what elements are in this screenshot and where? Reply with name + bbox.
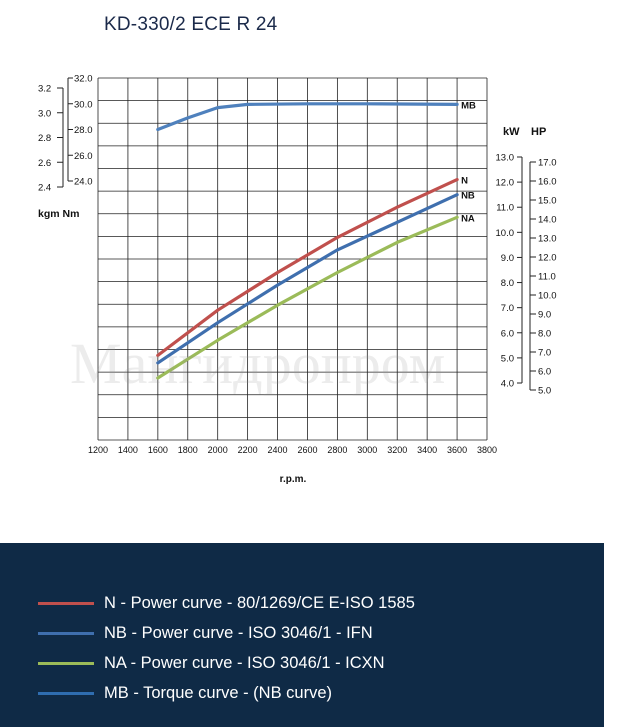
series-line-mb	[156, 102, 459, 132]
nm-tick-label: 26.0	[74, 151, 93, 162]
kw-axis-label: kW	[503, 126, 520, 138]
legend-item: N - Power curve - 80/1269/CE E-ISO 1585	[38, 592, 415, 614]
hp-tick-label: 6.0	[538, 367, 551, 378]
x-tick-label: 1800	[178, 445, 198, 455]
legend-panel: N - Power curve - 80/1269/CE E-ISO 1585 N…	[0, 543, 604, 727]
kw-tick-label: 12.0	[496, 178, 515, 189]
hp-tick-label: 11.0	[538, 272, 556, 283]
x-tick-label: 3200	[387, 445, 407, 455]
series-line-n	[156, 178, 459, 357]
x-axis-label: r.p.m.	[280, 474, 307, 485]
hp-tick-label: 14.0	[538, 215, 557, 226]
x-tick-label: 3400	[417, 445, 437, 455]
x-tick-label: 1600	[148, 445, 168, 455]
legend-item: NB - Power curve - ISO 3046/1 - IFN	[38, 622, 373, 644]
x-tick-label: 3000	[357, 445, 377, 455]
legend-item: NA - Power curve - ISO 3046/1 - ICXN	[38, 652, 385, 674]
kw-tick-label: 9.0	[501, 253, 514, 264]
kgm-tick-label: 2.6	[38, 158, 51, 169]
legend-label: N - Power curve - 80/1269/CE E-ISO 1585	[104, 593, 415, 612]
nm-tick-label: 32.0	[74, 74, 93, 85]
legend-label: MB - Torque curve - (NB curve)	[104, 683, 333, 702]
series-label-na: NA	[461, 213, 475, 224]
legend-swatch	[38, 691, 94, 695]
legend-item: MB - Torque curve - (NB curve)	[38, 682, 332, 704]
legend-swatch	[38, 661, 94, 665]
left-axis-label: kgm Nm	[38, 208, 79, 220]
hp-tick-label: 9.0	[538, 310, 551, 321]
hp-tick-label: 5.0	[538, 386, 551, 397]
kw-tick-label: 7.0	[501, 303, 514, 314]
hp-tick-label: 15.0	[538, 196, 557, 207]
chart-title: KD-330/2 ECE R 24	[104, 14, 278, 35]
legend-label: NA - Power curve - ISO 3046/1 - ICXN	[104, 653, 385, 672]
x-tick-label: 2800	[327, 445, 347, 455]
hp-tick-label: 10.0	[538, 291, 557, 302]
nm-tick-label: 28.0	[74, 125, 93, 136]
legend-swatch	[38, 631, 94, 635]
kw-tick-label: 11.0	[496, 203, 514, 214]
kgm-tick-label: 2.4	[38, 183, 51, 194]
kgm-tick-label: 3.2	[38, 84, 51, 95]
engine-performance-chart: 1200 1400 1600 1800 2000 2200 2400 2600 2800 3000…	[38, 74, 557, 486]
legend-swatch	[38, 601, 94, 605]
series-label-n: N	[461, 176, 468, 187]
hp-axis-label: HP	[531, 126, 546, 138]
legend-label: NB - Power curve - ISO 3046/1 - IFN	[104, 623, 373, 642]
kgm-tick-label: 2.8	[38, 133, 51, 144]
x-tick-label: 2000	[208, 445, 228, 455]
series-line-nb	[156, 193, 459, 365]
kw-tick-label: 8.0	[501, 278, 514, 289]
kw-tick-label: 6.0	[501, 328, 514, 339]
kw-tick-label: 5.0	[501, 353, 514, 364]
kw-tick-label: 13.0	[496, 153, 515, 164]
nm-tick-label: 24.0	[74, 177, 93, 188]
x-tick-label: 2200	[238, 445, 258, 455]
x-tick-label: 3600	[447, 445, 467, 455]
kw-tick-label: 4.0	[501, 379, 514, 390]
hp-tick-label: 17.0	[538, 158, 557, 169]
series-label-mb: MB	[461, 100, 476, 111]
hp-tick-label: 12.0	[538, 253, 557, 264]
series-line-na	[156, 215, 459, 380]
hp-tick-label: 8.0	[538, 329, 551, 340]
x-tick-label: 2600	[297, 445, 317, 455]
hp-tick-label: 13.0	[538, 234, 557, 245]
hp-tick-label: 16.0	[538, 177, 557, 188]
kgm-tick-label: 3.0	[38, 108, 51, 119]
hp-tick-label: 7.0	[538, 348, 551, 359]
x-tick-label: 1400	[118, 445, 138, 455]
x-tick-label: 1200	[88, 445, 108, 455]
kw-tick-label: 10.0	[496, 228, 515, 239]
series-label-nb: NB	[461, 191, 475, 202]
x-tick-label: 2400	[268, 445, 288, 455]
x-tick-label: 3800	[477, 445, 497, 455]
nm-tick-label: 30.0	[74, 99, 93, 110]
